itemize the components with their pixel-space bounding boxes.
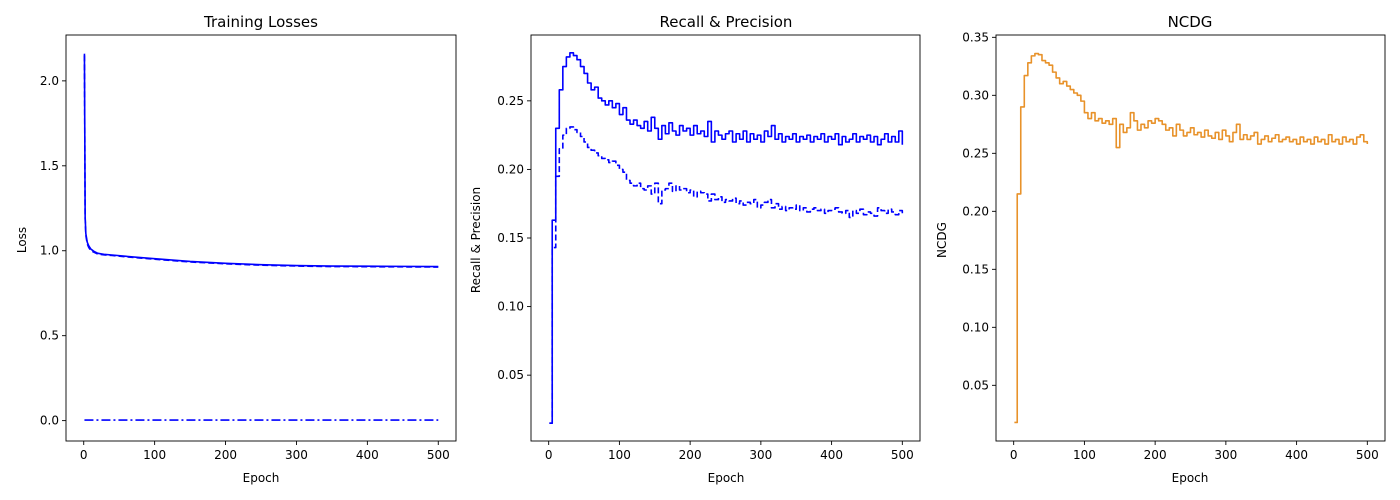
x-tick-label: 500 [891,448,914,462]
x-tick-label: 300 [749,448,772,462]
y-tick-label: 0.0 [40,414,59,428]
plot-area-1: 0 100 200 300 400 500 0.0 0.5 1.0 1.5 2.0 [40,34,457,462]
x-tick-label: 400 [820,448,843,462]
y-tick-label: 1.0 [40,244,59,258]
y-tick-label: 0.20 [497,162,524,176]
plot-area-2: 0 100 200 300 400 500 0.05 0.10 0.15 0.20 0.25 [497,34,921,462]
y-tick-label: 0.25 [962,146,989,160]
x-tick-label: 300 [285,448,308,462]
y-tick-label: 0.5 [40,329,59,343]
x-tick-label: 200 [1144,448,1167,462]
x-tick-label: 100 [143,448,166,462]
x-tick-label: 0 [545,448,553,462]
axes-frame [995,34,1386,442]
y-tick-label: 0.25 [497,94,524,108]
y-tick-label: 2.0 [40,74,59,88]
y-tick-label: 0.20 [962,204,989,218]
y-tick-label: 0.35 [962,30,989,44]
chart-title: NCDG [1168,13,1213,31]
y-tick-label: 0.05 [497,368,524,382]
y-tick-label: 0.10 [962,320,989,334]
x-tick-label: 0 [80,448,88,462]
y-axis-label: NCDG [935,222,949,258]
x-axis-label: Epoch [243,471,280,485]
x-tick-label: 500 [427,448,450,462]
x-tick-label: 200 [679,448,702,462]
x-tick-label: 200 [214,448,237,462]
y-tick-label: 1.5 [40,159,59,173]
y-tick-label: 0.30 [962,88,989,102]
plot-area-3: 0 100 200 300 400 500 0.05 0.10 0.15 0.20 0.25 0.30… [962,30,1386,462]
y-tick-label: 0.10 [497,300,524,314]
chart-title: Recall & Precision [660,13,793,31]
x-tick-label: 100 [1073,448,1096,462]
y-axis-label: Recall & Precision [469,187,483,293]
y-tick-label: 0.05 [962,378,989,392]
chart-title: Training Losses [203,13,318,31]
panel-recall-precision: Recall & Precision Epoch Recall & Precis… [469,13,792,485]
series-line-1 [549,52,904,424]
x-tick-label: 300 [1214,448,1237,462]
x-tick-label: 500 [1356,448,1379,462]
axes-frame [65,34,457,442]
x-axis-label: Epoch [1172,471,1209,485]
x-axis-label: Epoch [708,471,745,485]
y-axis-label: Loss [15,227,29,253]
x-tick-label: 0 [1010,448,1018,462]
y-tick-label: 0.15 [962,262,989,276]
series-line-2 [83,55,439,268]
x-tick-label: 100 [608,448,631,462]
panel-training-losses: Training Losses Epoch Loss [15,13,318,485]
x-tick-label: 400 [356,448,379,462]
series-line-1 [1014,52,1369,424]
x-tick-label: 400 [1285,448,1308,462]
series-line-2 [549,126,904,424]
y-tick-label: 0.15 [497,231,524,245]
panel-ncdg: NCDG Epoch NCDG [935,13,1212,485]
